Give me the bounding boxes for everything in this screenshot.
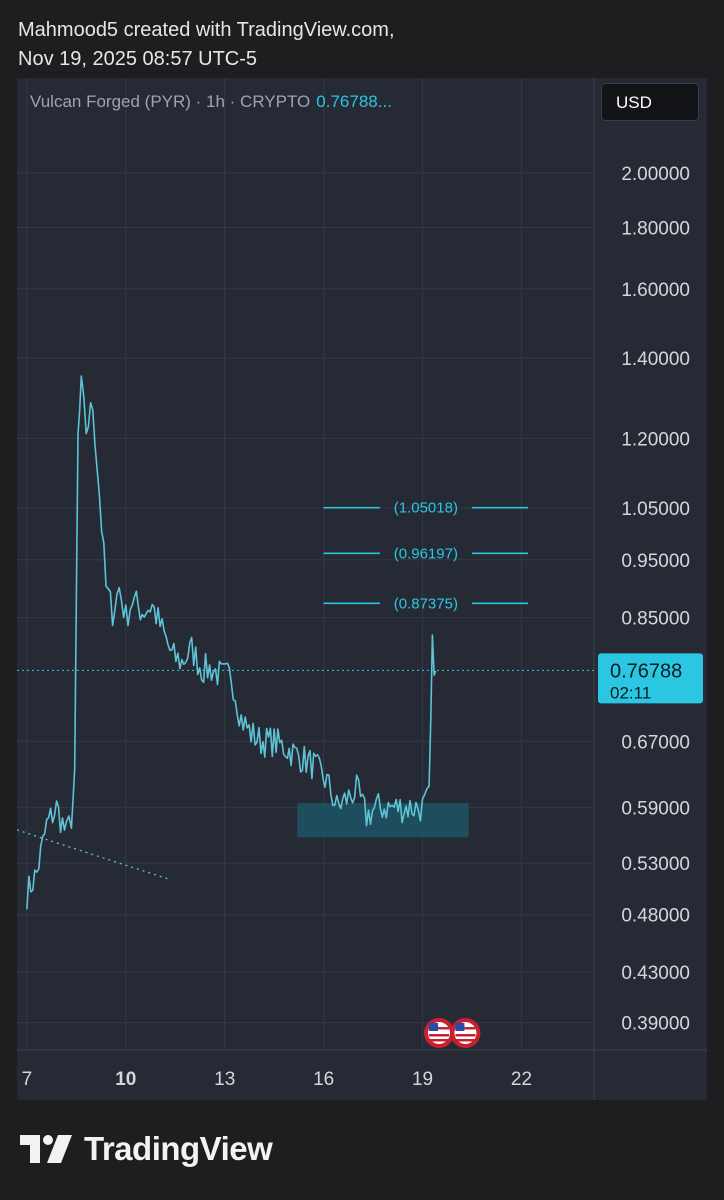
us-flag-icon-stripe-c-1 (455, 1039, 476, 1042)
x-tick-label-2: 13 (214, 1069, 235, 1090)
symbol-legend[interactable]: Vulcan Forged (PYR) · 1h · CRYPTO 0.76788… (30, 92, 392, 112)
author-line: Mahmood5 created with TradingView.com, (18, 19, 395, 41)
us-flag-icon-stripe-a-0 (438, 1027, 450, 1030)
target-label-2: (0.87375) (394, 595, 458, 612)
y-tick-label-9: 0.59000 (621, 798, 690, 819)
x-tick-label-1: 10 (115, 1069, 136, 1090)
currency-button[interactable]: USD (601, 83, 699, 121)
y-tick-label-11: 0.48000 (621, 906, 690, 927)
chart-frame[interactable]: (1.05018) (0.96197) (0.87375) 2.00000 1.8000… (17, 78, 707, 1100)
y-tick-label-1: 1.80000 (621, 219, 690, 240)
y-tick-label-0: 2.00000 (621, 164, 690, 185)
y-tick-label-4: 1.20000 (621, 429, 690, 450)
target-label-1: (0.96197) (394, 545, 458, 562)
y-tick-label-7: 0.85000 (621, 609, 690, 630)
y-tick-label-2: 1.60000 (621, 280, 690, 301)
y-tick-label-5: 1.05000 (621, 499, 690, 520)
us-flag-icon-canton-0 (429, 1023, 439, 1031)
symbol-price: 0.76788... (316, 92, 392, 111)
us-flag-icon-stripe-b-1 (455, 1034, 476, 1037)
y-tick-label-13: 0.39000 (621, 1014, 690, 1035)
y-tick-label-10: 0.53000 (621, 854, 690, 875)
y-tick-label-8: 0.67000 (621, 732, 690, 753)
timestamp-line: Nov 19, 2025 08:57 UTC-5 (18, 48, 258, 70)
us-flag-icon-stripe-b-0 (429, 1034, 450, 1037)
symbol-label: Vulcan Forged (PYR) · 1h · CRYPTO (30, 92, 311, 111)
watermark-header: Mahmood5 created with TradingView.com, N… (18, 16, 395, 74)
y-tick-label-12: 0.43000 (621, 963, 690, 984)
price-chart[interactable]: (1.05018) (0.96197) (0.87375) 2.00000 1.8000… (17, 78, 707, 1100)
x-tick-label-4: 19 (412, 1069, 433, 1090)
tradingview-wordmark: TradingView (84, 1130, 273, 1167)
last-price-badge (598, 653, 703, 704)
price-series-line (26, 375, 437, 910)
y-tick-label-6: 0.95000 (621, 551, 690, 572)
us-flag-icon-canton-1 (455, 1023, 465, 1031)
y-tick-label-3: 1.40000 (621, 349, 690, 370)
last-price-label: 0.76788 (610, 660, 682, 682)
x-tick-label-0: 7 (22, 1069, 33, 1090)
x-tick-label-3: 16 (313, 1069, 334, 1090)
tradingview-logo-icon (20, 1135, 72, 1163)
trendline (17, 829, 169, 880)
countdown-label: 02:11 (610, 683, 651, 702)
us-flag-icon-stripe-c-0 (429, 1039, 450, 1042)
target-label-0: (1.05018) (394, 500, 458, 517)
x-tick-label-5: 22 (511, 1069, 532, 1090)
us-flag-icon-stripe-a-1 (464, 1027, 476, 1030)
support-zone (297, 803, 469, 838)
tradingview-logo[interactable]: TradingView (20, 1130, 273, 1168)
